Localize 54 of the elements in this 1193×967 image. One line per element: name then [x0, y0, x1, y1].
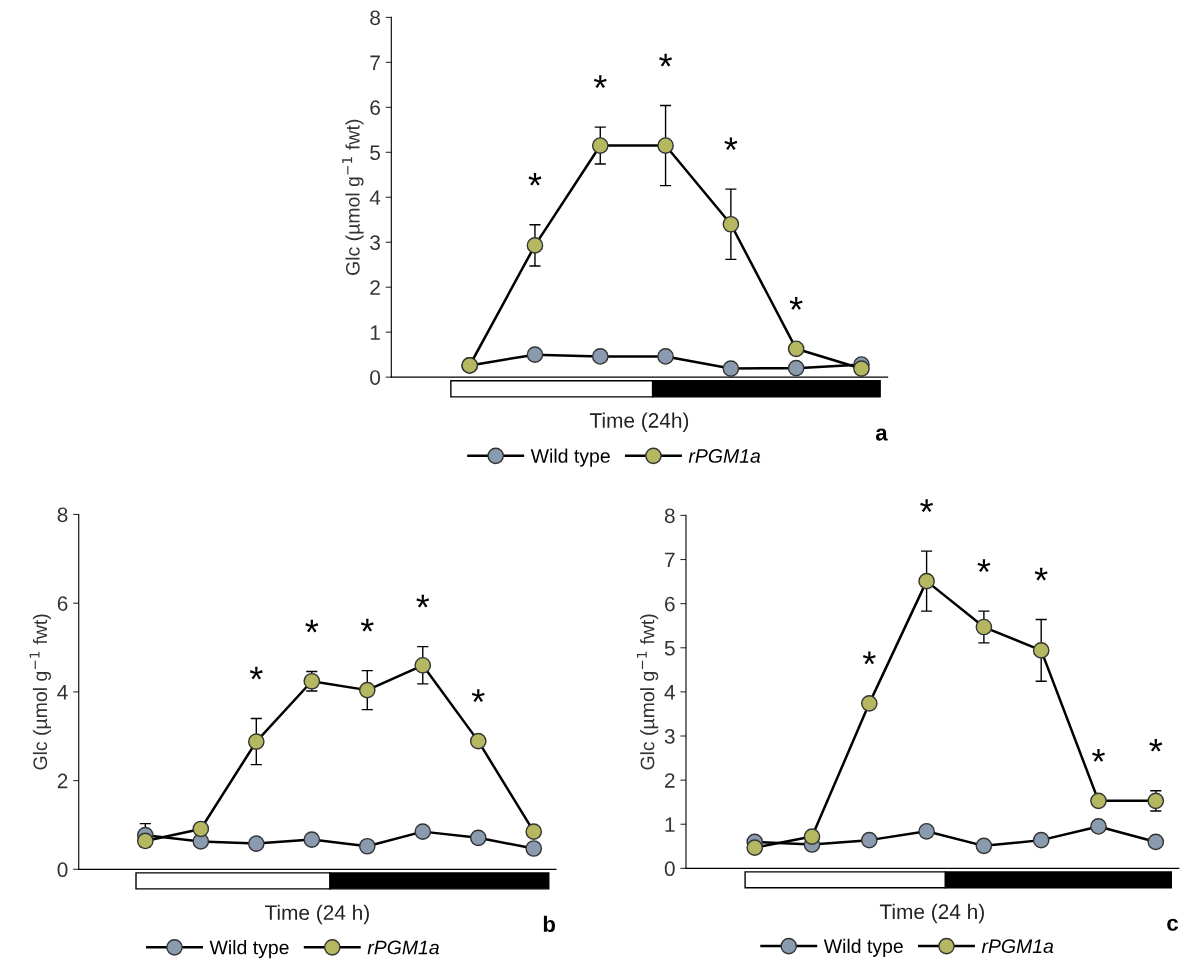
y-tick-label: 2	[665, 773, 675, 788]
data-label: *	[471, 689, 485, 703]
data-label: *	[789, 297, 803, 310]
y-tick-label: 6	[57, 596, 68, 611]
y-tick-label: 4	[369, 190, 381, 205]
y-tick-label: 2	[370, 280, 380, 295]
y-axis-title: Glc (µmol g$^{−1}$ fwt)	[636, 614, 659, 770]
data-label: *	[528, 172, 542, 186]
y-tick-label: 0	[370, 370, 381, 385]
x-axis-title: Time (24h)	[589, 412, 689, 432]
data-label: *	[360, 618, 374, 632]
data-label: *	[862, 651, 876, 665]
data-label: *	[920, 499, 934, 513]
data-label: *	[1149, 738, 1163, 752]
y-tick-label: 7	[370, 55, 380, 70]
y-tick-label: 2	[57, 773, 68, 789]
y-tick-label: 0	[664, 861, 675, 877]
data-label: *	[977, 559, 991, 573]
data-label: *	[1034, 567, 1048, 581]
y-tick-label: 8	[57, 507, 68, 523]
y-tick-label: 1	[665, 817, 675, 832]
data-label: *	[305, 619, 319, 633]
y-tick-label: 1	[370, 325, 380, 340]
data-label: *	[416, 594, 430, 608]
y-axis-title: Glc (µmol g$^{−1}$ fwt)	[342, 119, 364, 275]
x-axis-title: Time (24 h)	[264, 904, 369, 925]
y-tick-label: 6	[665, 596, 675, 612]
data-label: *	[659, 53, 673, 67]
legend-label: Wild type	[209, 940, 289, 959]
y-tick-label: 4	[57, 685, 68, 700]
y-axis-title: Glc (µmol g$^{−1}$ fwt)	[29, 614, 51, 770]
text: c	[1167, 918, 1179, 931]
y-tick-label: 5	[664, 640, 675, 656]
text: b	[543, 915, 556, 933]
data-label: *	[724, 137, 738, 151]
y-tick-label: 8	[664, 508, 675, 524]
legend-label: rPGM1a	[367, 940, 439, 955]
y-tick-label: 3	[370, 235, 380, 250]
x-axis-title: Time (24 h)	[879, 903, 984, 924]
legend-label: Wild type	[823, 938, 903, 957]
y-tick-label: 7	[665, 552, 675, 568]
data-label: *	[249, 666, 263, 680]
y-tick-label: 0	[57, 862, 68, 878]
legend-label: rPGM1a	[981, 939, 1054, 954]
legend-label: rPGM1a	[688, 449, 761, 463]
text: a	[875, 428, 888, 441]
data-label: *	[593, 75, 607, 89]
y-tick-label: 8	[370, 10, 380, 26]
y-tick-label: 5	[370, 145, 381, 161]
y-tick-label: 6	[370, 100, 380, 116]
y-tick-label: 4	[664, 685, 675, 700]
data-label: *	[1092, 749, 1105, 762]
legend-label: Wild type	[530, 448, 610, 467]
y-tick-label: 3	[664, 729, 675, 744]
